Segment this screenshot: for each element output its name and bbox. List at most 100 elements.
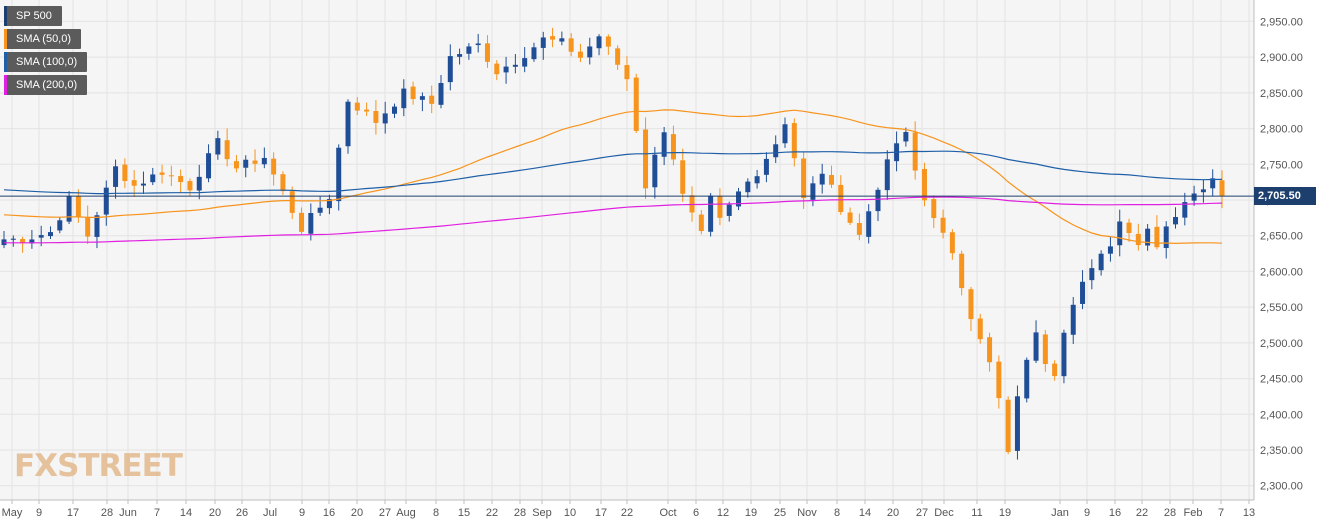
candle-body [206,153,212,179]
candle-body [568,38,574,52]
x-tick-label: 10 [564,507,576,519]
candle-body [1080,281,1086,304]
x-tick-label: 25 [774,507,786,519]
candle-body [429,95,435,104]
candle-body [856,223,862,235]
x-tick-label: 26 [236,507,248,519]
candle-body [540,37,546,48]
candle-body [661,132,667,157]
legend-swatch [4,29,7,49]
candle-body [652,154,658,188]
candle-body [271,158,277,175]
legend-item-sma50[interactable]: SMA (50,0) [4,29,82,49]
candle-body [968,289,974,320]
candle-body [680,160,686,194]
candle-body [438,82,444,105]
y-tick-label: 2,300.00 [1260,481,1303,493]
candle-body [354,102,360,111]
candle-body [308,213,314,234]
x-tick-label: 20 [351,507,363,519]
x-tick-label: 22 [621,507,633,519]
candle-body [959,253,965,289]
candle-body [1135,233,1141,246]
candle-body [1033,332,1039,361]
legend-item-sma200[interactable]: SMA (200,0) [4,75,88,95]
y-tick-label: 2,400.00 [1260,409,1303,421]
candle-body [801,158,807,199]
candle-body [810,183,816,200]
y-tick-label: 2,500.00 [1260,338,1303,350]
candle-body [382,113,388,124]
candle-body [1219,180,1225,197]
x-tick-label: Feb [1184,507,1203,519]
candle-body [131,180,137,186]
x-tick-label: 15 [458,507,470,519]
legend-label: SMA (100,0) [16,56,78,68]
x-tick-label: 17 [595,507,607,519]
legend-label: SMA (200,0) [16,79,78,91]
x-tick-label: 14 [859,507,871,519]
candle-body [326,199,332,209]
legend-label: SMA (50,0) [16,33,72,45]
candle-body [1126,222,1132,234]
candle-body [1024,359,1030,399]
candle-body [140,183,146,186]
candle-body [252,160,258,164]
candle-body [559,38,565,42]
x-tick-label: Aug [396,507,416,519]
y-tick-label: 2,650.00 [1260,231,1303,243]
candle-body [47,232,53,237]
candle-body [1117,221,1123,246]
x-tick-label: 12 [717,507,729,519]
candle-body [1042,334,1048,365]
candle-body [66,196,72,222]
candle-body [1061,332,1067,377]
candle-body [1173,216,1179,225]
candle-body [20,239,26,244]
y-tick-label: 2,450.00 [1260,374,1303,386]
candle-body [1200,189,1206,193]
candle-body [949,232,955,254]
candle-body [215,138,221,155]
candle-body [1089,268,1095,281]
legend-item-sma100[interactable]: SMA (100,0) [4,52,88,72]
candle-body [503,66,509,73]
candle-body [977,318,983,340]
candle-body [828,175,834,185]
candle-body [633,77,639,131]
x-tick-label: 8 [433,507,439,519]
candle-body [373,111,379,123]
candle-body [103,187,109,215]
candle-body [847,212,853,223]
candle-body [196,176,202,191]
candle-body [150,174,156,183]
legend-label: SP 500 [16,10,52,22]
candle-body [457,54,463,57]
candle-body [615,48,621,65]
candle-body [1210,178,1216,189]
candle-body [466,46,472,54]
candle-body [289,191,295,213]
chart-legend: SP 500 SMA (50,0) SMA (100,0) SMA (200,0… [4,6,88,98]
y-tick-label: 2,800.00 [1260,124,1303,136]
candle-body [113,166,119,187]
candle-body [1163,226,1169,249]
x-tick-label: 20 [887,507,899,519]
x-tick-label: Dec [934,507,954,519]
candle-body [484,43,490,62]
x-tick-label: 13 [1243,507,1255,519]
x-tick-label: 22 [486,507,498,519]
candle-body [531,47,537,60]
candle-body [736,191,742,207]
candle-body [745,181,751,193]
candle-body [643,129,649,189]
legend-item-sp500[interactable]: SP 500 [4,6,62,26]
sma-100-line [3,150,1223,195]
y-tick-label: 2,850.00 [1260,88,1303,100]
candle-body [1182,202,1188,218]
candle-body [233,161,239,169]
candle-body [773,144,779,158]
candle-body [1107,246,1113,254]
candle-body [596,36,602,49]
